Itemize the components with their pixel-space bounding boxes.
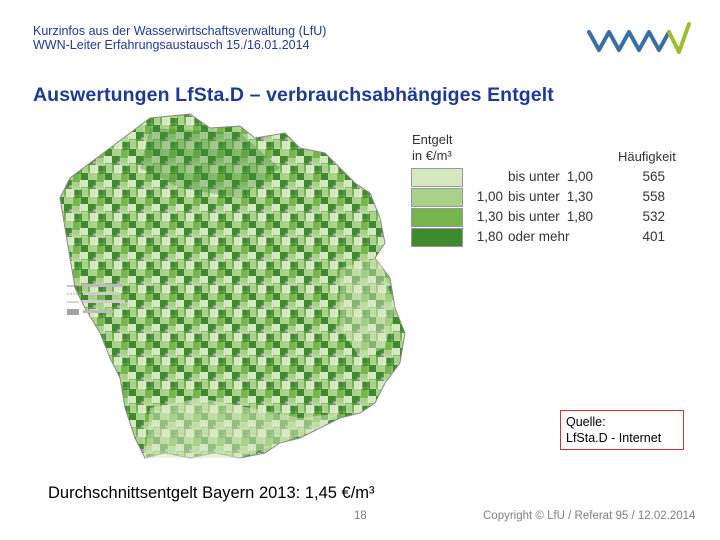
legend-count: 532 [642,209,665,224]
legend-row: 1,00 bis unter 1,30 558 [408,188,688,207]
legend-label: bis unter [508,189,560,204]
legend-count: 565 [642,169,665,184]
page-number: 18 [354,510,367,522]
source-line-1: Quelle: [566,415,606,429]
legend-row: 1,30 bis unter 1,80 532 [408,208,688,227]
legend-swatch [411,168,463,187]
legend-to: 1,30 [566,189,593,204]
source-box: Quelle: LfSta.D - Internet [560,410,684,450]
header-line-2: WWN-Leiter Erfahrungsaustausch 15./16.01… [33,38,310,52]
wwn-logo [587,22,691,54]
legend-to: 1,80 [566,209,593,224]
header-line-1: Kurzinfos aus der Wasserwirtschaftsverwa… [33,24,327,38]
legend-swatch [411,228,463,247]
legend-from: 1,00 [476,189,503,204]
legend-row: bis unter 1,00 565 [408,168,688,187]
light-region-east [340,258,395,358]
logo-wave-blue [587,30,671,52]
legend-swatch [411,188,463,207]
legend-from: 1,30 [476,209,503,224]
legend-frequency-header: Häufigkeit [618,149,676,164]
slide-title: Auswertungen LfSta.D – verbrauchsabhängi… [33,84,554,106]
slide-header: Kurzinfos aus der Wasserwirtschaftsverwa… [33,24,326,52]
dark-region-north [140,128,280,198]
map-key [67,284,125,315]
legend-label: bis unter [508,169,560,184]
bavaria-outline [59,113,406,459]
legend-title-line-1: Entgelt [412,132,453,147]
light-region-south [145,398,340,458]
average-price-text: Durchschnittsentgelt Bayern 2013: 1,45 €… [48,484,375,502]
legend-from: 1,80 [476,229,503,244]
legend-to: 1,00 [566,169,593,184]
legend-title-line-2: in €/m³ [412,148,452,163]
legend-label: bis unter [508,209,560,224]
legend-swatch [411,208,463,227]
legend-count: 558 [642,189,665,204]
legend-count: 401 [642,229,665,244]
source-line-2: LfSta.D - Internet [566,431,662,445]
bavaria-map [59,113,406,459]
map-legend: Entgelt in €/m³ Häufigkeit bis unter 1,0… [408,128,688,253]
logo-check-green [667,22,691,54]
legend-row: 1,80 oder mehr 401 [408,228,688,247]
legend-title: Entgelt in €/m³ [412,132,452,164]
copyright-text: Copyright © LfU / Referat 95 / 12.02.201… [483,510,696,522]
legend-label: oder mehr [508,229,570,244]
